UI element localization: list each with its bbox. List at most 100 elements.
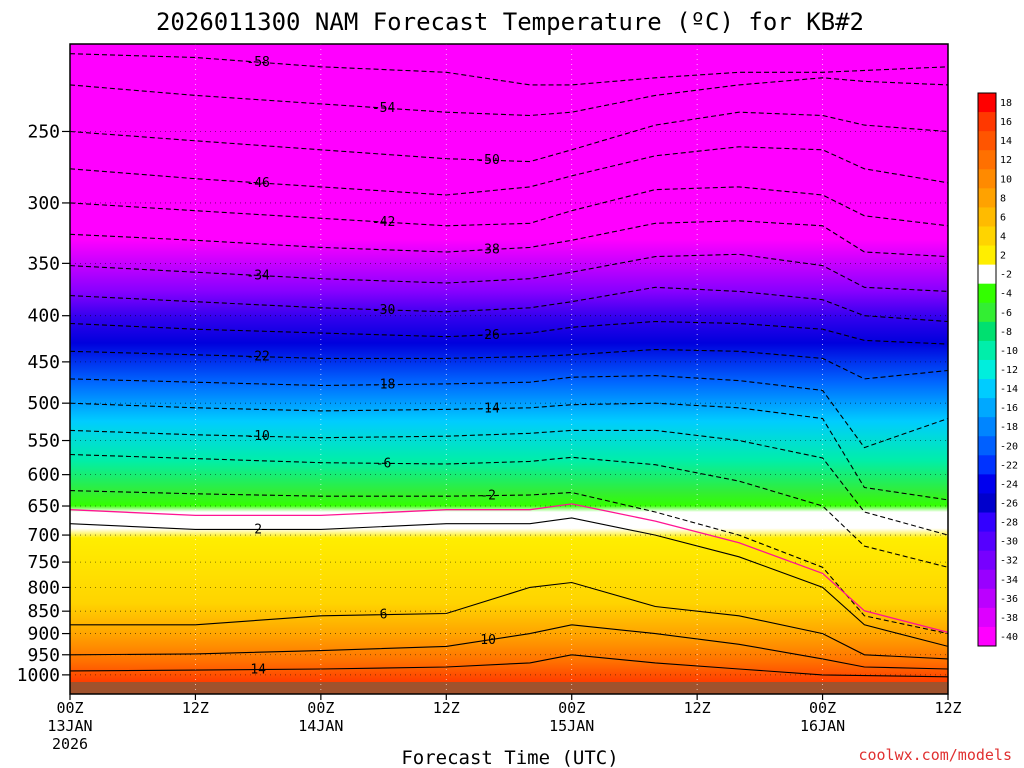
- contour-label-6: 6: [380, 608, 388, 623]
- colorbar-label-18: 18: [1000, 98, 1012, 109]
- contour-line-m6: [69, 453, 949, 568]
- contours: [69, 53, 949, 678]
- y-axis: 2503003504004505005506006507007508008509…: [17, 121, 70, 686]
- contour-line-m14: [69, 402, 949, 501]
- contour-line-m42: [69, 186, 949, 227]
- ground-strip: [70, 682, 948, 694]
- contour-label-m10: -10: [246, 429, 269, 444]
- colorbar-label-16: 16: [1000, 117, 1012, 128]
- contour-label-m34: -34: [246, 268, 270, 283]
- colorbar-label-4: 4: [1000, 232, 1006, 243]
- y-tick-label-350: 350: [27, 253, 60, 274]
- colorbar-label-m36: -36: [1000, 594, 1018, 605]
- colorbar-label-m8: -8: [1000, 327, 1012, 338]
- contour-line-m2: [69, 490, 949, 635]
- colorbar-label-m18: -18: [1000, 422, 1018, 433]
- contour-label-m22: -22: [246, 350, 269, 365]
- y-tick-label-1000: 1000: [17, 665, 60, 686]
- contour-label-m6: -6: [376, 456, 392, 471]
- colorbar-label-m28: -28: [1000, 518, 1018, 529]
- colorbar-frame: [977, 92, 997, 647]
- colorbar-label-m32: -32: [1000, 556, 1018, 567]
- colorbar-label-m10: -10: [1000, 346, 1018, 357]
- colorbar-swatch-25: [978, 569, 996, 590]
- x-tick-label-36: 12Z: [433, 699, 460, 717]
- contour-label-m14: -14: [476, 402, 500, 417]
- x-tick-date-48: 15JAN: [549, 717, 594, 735]
- colorbar-swatch-9: [978, 264, 996, 285]
- y-tick-label-650: 650: [27, 496, 60, 517]
- colorbar-label-m38: -38: [1000, 613, 1018, 624]
- y-tick-label-500: 500: [27, 393, 60, 414]
- colorbar-label-m20: -20: [1000, 441, 1018, 452]
- colorbar-label-12: 12: [1000, 155, 1012, 166]
- contour-label-m30: -30: [372, 303, 395, 318]
- plot-frame: [69, 43, 949, 695]
- colorbar-label-m22: -22: [1000, 460, 1018, 471]
- contour-line-m18: [69, 375, 949, 449]
- colorbar-label-8: 8: [1000, 193, 1006, 204]
- colorbar-swatch-26: [978, 588, 996, 609]
- colorbar-swatch-27: [978, 607, 996, 628]
- colorbar-label-m34: -34: [1000, 575, 1018, 586]
- contour-label-2: 2: [254, 522, 262, 537]
- contour-label-m38: -38: [476, 243, 499, 258]
- contour-label-m42: -42: [372, 215, 395, 230]
- x-tick-date-0: 13JAN: [47, 717, 92, 735]
- colorbar-swatch-21: [978, 493, 996, 514]
- colorbar-swatch-1: [978, 112, 996, 132]
- contour-line-m50: [69, 111, 949, 163]
- credit-text: coolwx.com/models: [858, 746, 1012, 764]
- x-tick-label-84: 12Z: [934, 699, 961, 717]
- colorbar-swatch-28: [978, 626, 996, 647]
- colorbar-swatch-11: [978, 302, 996, 323]
- x-axis-label: Forecast Time (UTC): [401, 747, 618, 768]
- contour-line-2: [69, 517, 949, 647]
- colorbar-swatch-20: [978, 474, 996, 494]
- contour-line-m54: [69, 77, 949, 117]
- colorbar-label-m4: -4: [1000, 289, 1012, 300]
- x-tick-date-72: 16JAN: [800, 717, 845, 735]
- y-tick-label-800: 800: [27, 577, 60, 598]
- colorbar-swatch-12: [978, 321, 996, 342]
- y-tick-label-600: 600: [27, 465, 60, 486]
- x-tick-year-0: 2026: [52, 735, 88, 753]
- colorbar-swatch-24: [978, 550, 996, 571]
- y-tick-label-550: 550: [27, 431, 60, 452]
- contour-label-m2: -2: [480, 489, 496, 504]
- contour-line-m58: [69, 53, 949, 86]
- colorbar-swatch-18: [978, 436, 996, 456]
- colorbar-swatch-19: [978, 455, 996, 475]
- colorbar-label-m16: -16: [1000, 403, 1018, 414]
- y-tick-label-900: 900: [27, 624, 60, 645]
- colorbar-label-m26: -26: [1000, 498, 1018, 509]
- x-tick-label-24: 00Z: [307, 699, 334, 717]
- contour-label-14: 14: [250, 663, 266, 678]
- y-tick-label-750: 750: [27, 552, 60, 573]
- x-tick-date-24: 14JAN: [298, 717, 343, 735]
- contour-line-m22: [69, 348, 949, 380]
- contour-label-m46: -46: [246, 176, 269, 191]
- colorbar-swatch-23: [978, 531, 996, 552]
- colorbar-label-m40: -40: [1000, 632, 1018, 643]
- chart-title: 2026011300 NAM Forecast Temperature (ºC)…: [156, 8, 864, 36]
- contour-label-m54: -54: [372, 101, 396, 116]
- colorbar-swatch-22: [978, 512, 996, 533]
- x-tick-label-0: 00Z: [56, 699, 83, 717]
- freezing-line: [69, 503, 949, 634]
- y-tick-label-250: 250: [27, 121, 60, 142]
- colorbar-label-14: 14: [1000, 136, 1012, 147]
- colorbar-label-m14: -14: [1000, 384, 1018, 395]
- y-tick-label-400: 400: [27, 306, 60, 327]
- colorbar-swatch-3: [978, 150, 996, 170]
- colorbar-label-m30: -30: [1000, 537, 1018, 548]
- colorbar-swatch-7: [978, 226, 996, 247]
- colorbar-swatch-16: [978, 398, 996, 418]
- colorbar-swatch-6: [978, 207, 996, 227]
- contour-line-m10: [69, 429, 949, 536]
- contour-line-10: [69, 624, 949, 670]
- contour-line-m46: [69, 146, 949, 196]
- colorbar-swatch-0: [978, 93, 996, 113]
- contour-labels: -58-54-50-46-42-38-34-30-26-22-18-14-10-…: [246, 55, 500, 677]
